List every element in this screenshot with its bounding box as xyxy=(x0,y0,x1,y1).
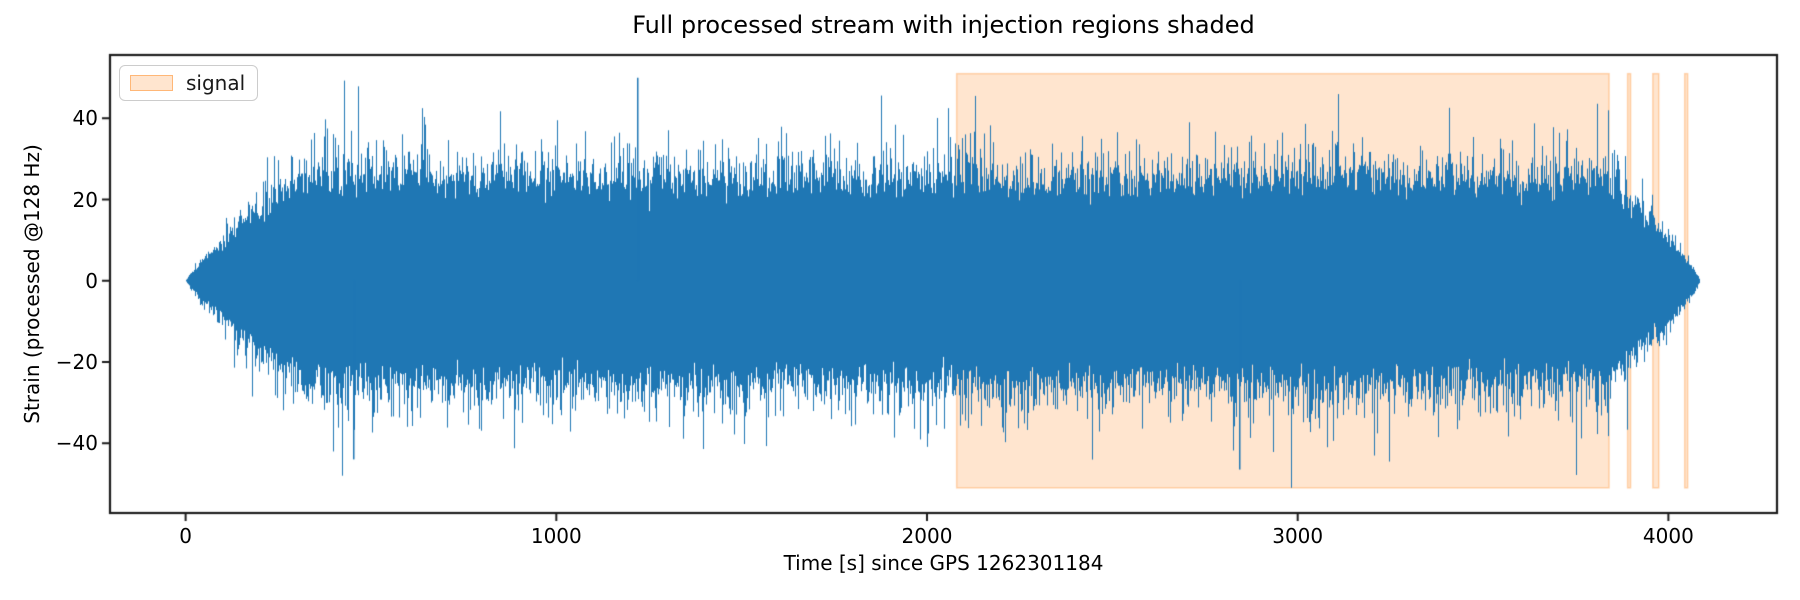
y-tick-label: −20 xyxy=(55,349,98,374)
y-tick-label: 20 xyxy=(72,187,98,212)
y-tick-label: −40 xyxy=(55,431,98,456)
chart-title: Full processed stream with injection reg… xyxy=(632,11,1255,39)
y-tick-label: 40 xyxy=(72,106,98,131)
legend-entry-signal: signal xyxy=(186,71,246,95)
x-tick-label: 0 xyxy=(179,524,192,548)
legend: signal xyxy=(119,65,259,101)
x-axis-label: Time [s] since GPS 1262301184 xyxy=(783,551,1104,575)
x-tick-label: 4000 xyxy=(1642,524,1694,548)
x-tick-label: 3000 xyxy=(1272,524,1324,548)
y-tick-label: 0 xyxy=(85,268,98,293)
x-tick-label: 1000 xyxy=(530,524,582,548)
legend-swatch-signal-icon xyxy=(130,75,173,91)
x-tick-label: 2000 xyxy=(901,524,953,548)
